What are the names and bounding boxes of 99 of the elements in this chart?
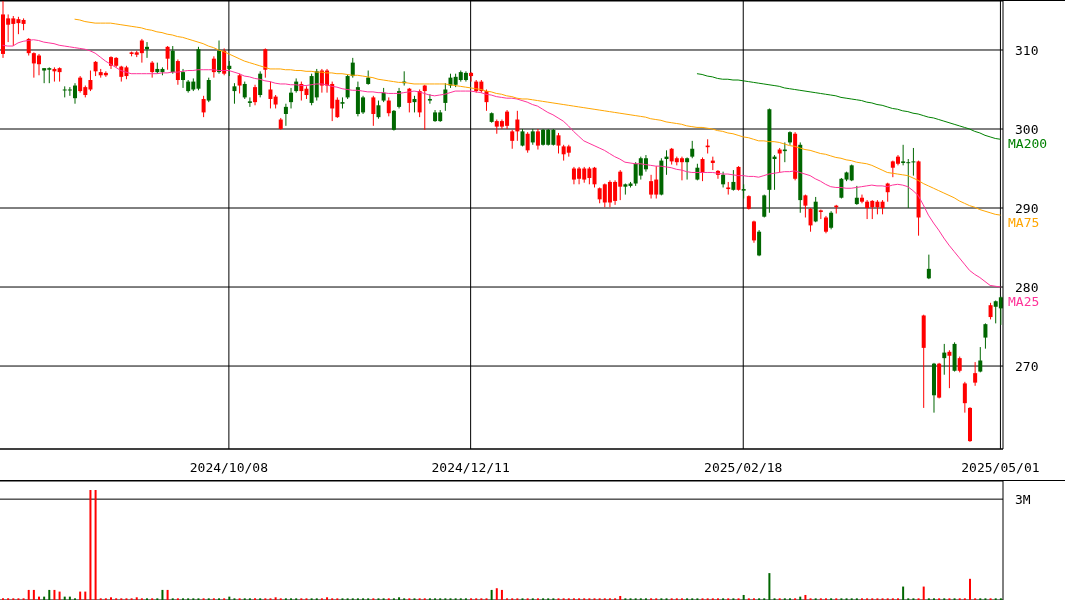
candlestick — [232, 82, 237, 105]
x-tick-label: 2025/05/01 — [961, 460, 1040, 476]
candlestick — [993, 299, 998, 324]
candlestick — [926, 254, 931, 280]
candlestick — [258, 70, 263, 98]
series-label: MA25 — [1008, 293, 1040, 309]
candlestick — [741, 183, 746, 200]
bar — [490, 589, 493, 600]
candlestick — [42, 67, 47, 84]
candlestick — [901, 144, 906, 166]
bar — [166, 589, 169, 600]
candlestick — [391, 109, 396, 132]
bar — [768, 573, 771, 600]
candlestick — [700, 156, 705, 182]
bar — [79, 591, 82, 600]
candlestick — [525, 131, 530, 154]
y-tick-label: 310 — [1015, 42, 1039, 58]
bar — [742, 594, 745, 600]
candlestick — [556, 132, 561, 154]
candlestick — [206, 77, 211, 103]
candlestick — [592, 166, 597, 188]
bar — [53, 589, 56, 600]
candlestick — [515, 110, 520, 142]
candlestick — [829, 210, 834, 230]
candlestick — [854, 185, 859, 206]
candlestick — [865, 199, 870, 220]
candlestick — [510, 129, 515, 150]
candlestick — [973, 361, 978, 387]
candlestick — [263, 47, 268, 79]
candlestick — [757, 229, 762, 257]
candlestick — [962, 381, 967, 414]
candlestick — [165, 45, 170, 71]
candlestick — [422, 84, 427, 131]
bar — [58, 591, 61, 600]
bar — [48, 589, 51, 600]
bar — [94, 490, 97, 600]
candlestick — [217, 40, 222, 75]
candlestick — [222, 47, 227, 76]
candlestick — [679, 156, 684, 181]
candlestick — [289, 87, 294, 109]
bar — [326, 597, 329, 600]
candlestick — [201, 95, 206, 118]
bar — [32, 589, 35, 600]
candlestick — [427, 93, 432, 105]
candlestick — [283, 103, 288, 127]
bar — [500, 589, 503, 600]
bar — [968, 578, 971, 600]
bar — [922, 586, 925, 600]
candlestick — [808, 207, 813, 233]
series-label: MA75 — [1008, 214, 1040, 230]
candlestick — [649, 174, 654, 200]
candlestick — [535, 128, 540, 151]
candlestick — [175, 58, 180, 86]
bar — [89, 490, 92, 600]
bar — [902, 586, 905, 600]
bar — [161, 589, 164, 600]
candlestick — [139, 38, 144, 64]
candlestick — [469, 71, 474, 83]
x-tick-label: 2025/02/18 — [704, 460, 783, 476]
candlestick — [371, 95, 376, 127]
y-tick-label: 280 — [1015, 279, 1039, 295]
line-series — [74, 18, 1001, 216]
candlestick — [345, 73, 350, 100]
candlestick — [170, 45, 175, 75]
bar — [274, 597, 277, 600]
y-tick-label: 300 — [1015, 121, 1039, 137]
candlestick — [942, 343, 947, 376]
y-tick-label: 270 — [1015, 358, 1039, 374]
series-label: MA200 — [1008, 135, 1048, 151]
bar — [27, 589, 30, 600]
bar — [398, 597, 401, 600]
y-tick-label: 3M — [1015, 491, 1031, 507]
candlestick — [181, 68, 186, 89]
candlestick — [386, 96, 391, 117]
bar — [84, 591, 87, 600]
bar — [495, 588, 498, 600]
candlestick — [983, 322, 988, 350]
candlestick — [443, 82, 448, 112]
candlestick — [247, 96, 252, 108]
candlestick — [813, 196, 818, 223]
candlestick — [911, 147, 916, 177]
candlestick — [685, 156, 690, 181]
candlestick — [253, 84, 258, 106]
bar — [804, 594, 807, 600]
candlestick — [376, 100, 381, 120]
candlestick — [978, 346, 983, 373]
x-tick-label: 2024/10/08 — [189, 460, 269, 476]
candlestick — [947, 349, 952, 389]
candlestick — [417, 88, 422, 118]
candlestick — [268, 81, 273, 109]
bar — [110, 597, 113, 600]
candlestick — [839, 177, 844, 200]
line-series — [696, 73, 1001, 140]
bar — [135, 597, 138, 600]
bar — [619, 595, 622, 600]
y-tick-label: 290 — [1015, 200, 1039, 216]
candlestick — [731, 169, 736, 192]
x-tick-label: 2024/12/11 — [431, 460, 510, 476]
candlestick — [736, 165, 741, 192]
